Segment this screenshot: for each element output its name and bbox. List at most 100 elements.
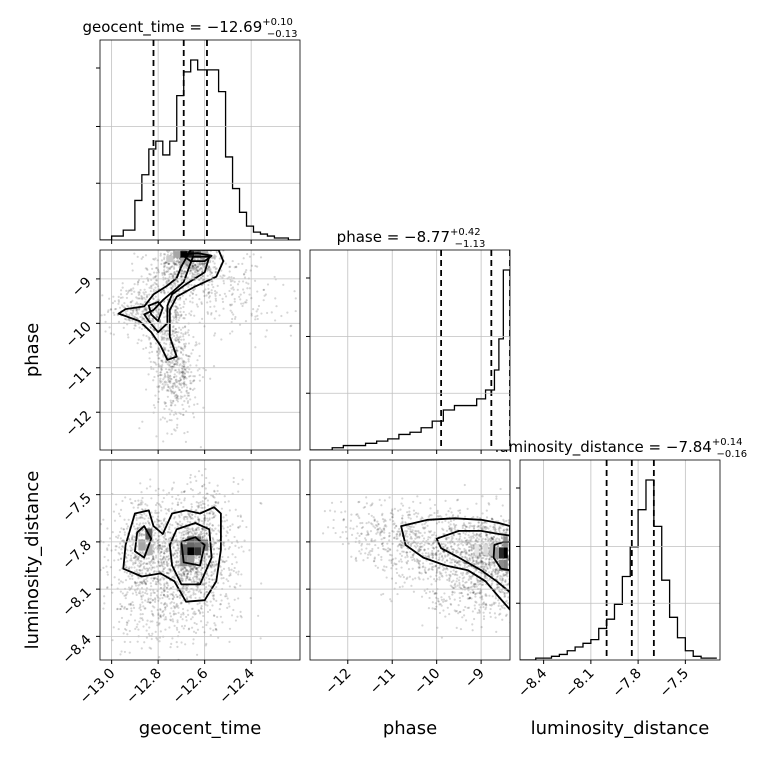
scatter-point <box>135 584 138 587</box>
scatter-point <box>153 591 156 595</box>
scatter-point <box>192 664 194 666</box>
scatter-point <box>139 516 142 519</box>
scatter-point <box>141 569 144 572</box>
scatter-point <box>511 577 513 579</box>
scatter-point <box>188 368 191 371</box>
scatter-point <box>177 314 181 317</box>
scatter-point <box>189 515 192 518</box>
scatter-point <box>188 590 191 593</box>
scatter-point <box>173 556 176 559</box>
scatter-point <box>477 534 480 537</box>
scatter-point <box>123 317 127 321</box>
scatter-point <box>171 265 174 268</box>
scatter-point <box>162 555 165 558</box>
scatter-point <box>167 584 170 587</box>
scatter-point <box>237 262 240 266</box>
scatter-point <box>217 501 220 504</box>
scatter-point <box>175 305 179 309</box>
scatter-point <box>162 258 166 261</box>
scatter-point <box>194 475 197 478</box>
scatter-point <box>179 245 181 247</box>
scatter-point <box>127 518 130 521</box>
scatter-point <box>197 526 200 529</box>
scatter-point <box>116 313 119 317</box>
scatter-point <box>449 561 452 564</box>
scatter-point <box>213 255 216 258</box>
scatter-point <box>438 571 441 574</box>
scatter-point <box>240 573 243 576</box>
scatter-point <box>169 355 172 358</box>
scatter-point <box>187 591 190 594</box>
scatter-point <box>153 561 156 565</box>
scatter-point <box>136 527 139 530</box>
scatter-point <box>156 316 159 319</box>
scatter-point <box>260 312 263 315</box>
scatter-point <box>157 348 160 351</box>
scatter-point <box>208 241 210 243</box>
scatter-point <box>84 582 86 584</box>
scatter-point <box>160 291 163 294</box>
scatter-point <box>191 267 194 270</box>
scatter-point <box>172 319 175 322</box>
scatter-point <box>149 647 153 650</box>
scatter-point <box>212 495 215 498</box>
scatter-point <box>506 583 510 586</box>
scatter-point <box>178 303 181 306</box>
scatter-point <box>486 536 489 539</box>
scatter-point <box>196 526 199 529</box>
scatter-point <box>165 371 168 374</box>
scatter-point <box>208 243 210 245</box>
scatter-point <box>152 360 155 364</box>
scatter-point <box>185 589 188 592</box>
scatter-point <box>159 418 162 421</box>
scatter-point <box>195 622 198 626</box>
scatter-point <box>152 576 155 580</box>
scatter-point <box>103 602 106 605</box>
scatter-point <box>156 518 159 522</box>
scatter-point <box>206 590 209 594</box>
scatter-point <box>160 587 163 590</box>
scatter-point <box>265 329 268 332</box>
scatter-point <box>170 265 173 269</box>
scatter-point <box>166 432 169 435</box>
scatter-point <box>191 275 194 278</box>
scatter-point <box>179 378 183 381</box>
scatter-point <box>195 574 199 577</box>
scatter-point <box>201 611 204 614</box>
scatter-point <box>144 581 147 585</box>
scatter-point <box>202 517 206 520</box>
contour-level-2 <box>147 301 164 323</box>
scatter-point <box>141 420 144 423</box>
scatter-point <box>162 556 165 560</box>
scatter-point <box>139 608 142 612</box>
scatter-point <box>220 573 223 576</box>
scatter-point <box>180 351 183 355</box>
scatter-point <box>201 527 204 530</box>
scatter-point <box>484 527 487 531</box>
scatter-point <box>164 548 167 551</box>
scatter-point <box>250 264 254 267</box>
scatter-point <box>132 604 135 607</box>
scatter-point <box>221 525 224 528</box>
scatter-point <box>470 544 473 547</box>
scatter-point <box>211 563 214 567</box>
scatter-point <box>173 607 176 610</box>
scatter-point <box>510 582 512 584</box>
scatter-point <box>474 539 477 542</box>
scatter-point <box>256 265 259 268</box>
scatter-point <box>164 557 167 560</box>
scatter-point <box>147 521 150 524</box>
scatter-point <box>129 549 133 552</box>
scatter-point <box>185 383 188 386</box>
scatter-point <box>150 367 153 371</box>
scatter-point <box>478 552 481 555</box>
scatter-point <box>179 315 182 318</box>
scatter-point <box>467 539 470 542</box>
scatter-point <box>178 241 180 243</box>
scatter-point <box>159 291 163 294</box>
scatter-point <box>158 320 162 323</box>
scatter-point <box>455 570 458 573</box>
scatter-point <box>151 554 154 558</box>
scatter-point <box>485 525 488 529</box>
scatter-point <box>142 567 145 570</box>
